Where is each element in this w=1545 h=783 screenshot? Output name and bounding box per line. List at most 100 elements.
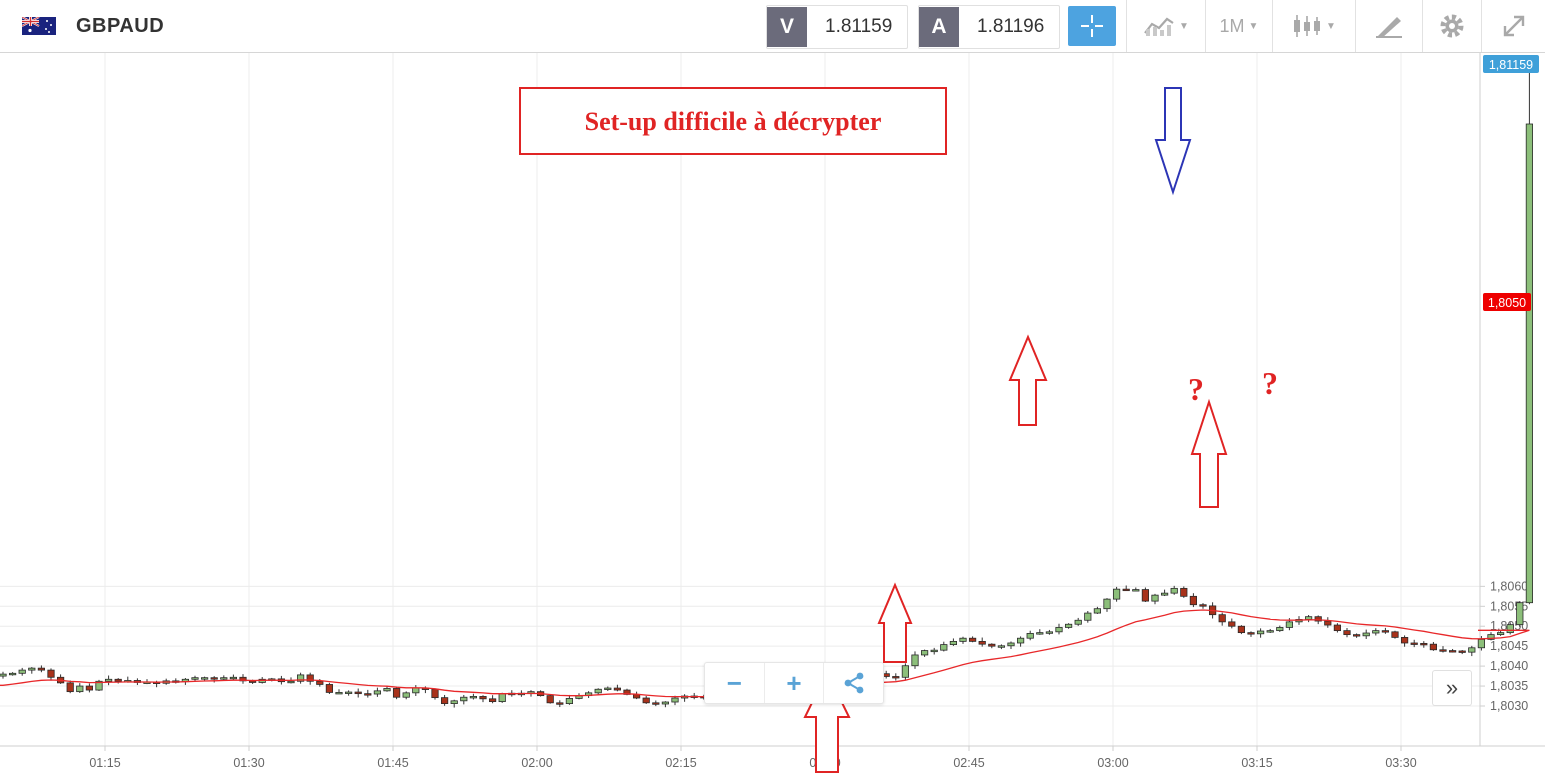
candle-down [1218,612,1226,626]
x-tick-label: 03:00 [1097,756,1128,770]
candle-down [239,674,247,684]
scroll-to-latest-button[interactable]: » [1432,670,1472,706]
candle-up [1074,617,1082,626]
candle-body [1093,608,1101,614]
toolbar: GBPAUD V 1.81159 A 1.81196 ▼ 1M ▼ [0,0,1545,53]
candle-down [1381,627,1389,634]
candle-up [1305,614,1313,623]
candle-up [1055,623,1063,635]
candle-body [1324,620,1332,626]
candle-body [892,676,900,679]
candle-up [671,695,679,706]
down-arrow-1 [1154,87,1192,196]
candle-down [652,700,660,707]
candle-up [469,693,478,700]
candle-body [1007,642,1015,647]
zoom-out-icon: − [726,667,742,698]
candle-down [892,673,900,681]
candle-down [392,686,401,700]
candle-up [1084,610,1092,623]
candle-down [66,680,74,694]
candle-down [546,694,554,704]
candle-body [1468,647,1476,653]
candle-down [440,694,449,706]
candle-body [8,672,17,676]
candle-body [940,644,948,651]
share-button[interactable] [824,663,883,703]
candle-up [1170,585,1178,595]
candle-body [383,688,391,692]
x-tick-label: 01:15 [89,756,120,770]
candle-body [652,702,660,705]
candle-up [28,667,36,674]
candle-down [488,695,497,704]
candle-body [1439,649,1447,652]
bid-quote[interactable]: V 1.81159 [766,5,908,49]
candle-down [633,691,641,700]
candle-body [1026,633,1034,639]
candle-body [229,676,237,680]
candle-up [1525,71,1533,605]
chart-type-button[interactable]: ▼ [1272,0,1355,52]
timeframe-button[interactable]: 1M ▼ [1205,0,1272,52]
zoom-in-button[interactable]: + [765,663,825,703]
candle-body [1247,632,1255,635]
candle-body [1266,630,1274,633]
share-icon [844,672,864,694]
candle-down [988,643,996,649]
x-tick-label: 03:30 [1385,756,1416,770]
indicators-button[interactable]: ▼ [1126,0,1205,52]
drawing-tools-button[interactable] [1355,0,1422,52]
candle-body [200,677,209,680]
candle-body [354,691,362,695]
symbol-selector[interactable]: GBPAUD [22,13,164,39]
settings-button[interactable] [1422,0,1481,52]
ask-quote[interactable]: A 1.81196 [918,5,1060,49]
candle-body [1314,616,1322,622]
zoom-out-button[interactable]: − [705,663,765,703]
x-tick-label: 03:15 [1241,756,1272,770]
fullscreen-button[interactable] [1481,0,1545,52]
candle-up [661,701,670,708]
candle-up [412,685,420,696]
crosshair-button[interactable] [1068,6,1116,46]
candle-down [364,689,372,698]
candle-up [1276,625,1284,632]
candle-up [681,694,689,702]
candle-body [1084,612,1092,621]
candle-up [921,649,929,657]
current-price-badge: 1,81159 [1483,55,1539,73]
gear-icon [1440,14,1464,38]
candle-up [997,644,1006,650]
candle-up [604,686,612,691]
candle-body [1036,632,1044,635]
candles [0,71,1533,708]
candle-down [57,674,65,684]
candle-down [306,672,314,685]
candle-body [114,678,122,682]
indicators-icon [1144,17,1174,36]
crosshair-icon [1081,15,1103,37]
candle-down [642,695,650,704]
candle-body [37,667,46,671]
candle-up [565,694,574,705]
candle-up [8,672,17,676]
candle-body [1189,595,1197,606]
candle-up [911,651,919,669]
fullscreen-icon [1503,15,1525,37]
candle-body [76,685,84,693]
ma-value-label: 1,8050 [1488,296,1526,310]
candle-body [1113,588,1121,600]
candle-body [1170,587,1178,594]
bid-label: V [767,7,807,47]
candle-body [1449,650,1457,653]
candle-body [210,677,218,680]
candle-body [1343,630,1351,636]
candle-body [28,667,36,671]
x-axis-ticks: 01:1501:3001:4502:0002:1502:3002:4503:00… [89,746,1417,770]
candle-up [1007,641,1015,649]
x-tick-label: 02:15 [665,756,696,770]
candle-up [402,691,410,700]
y-axis-ticks: 1,80301,80351,80401,80451,80501,80551,80… [1480,579,1528,713]
candle-up [220,675,228,681]
